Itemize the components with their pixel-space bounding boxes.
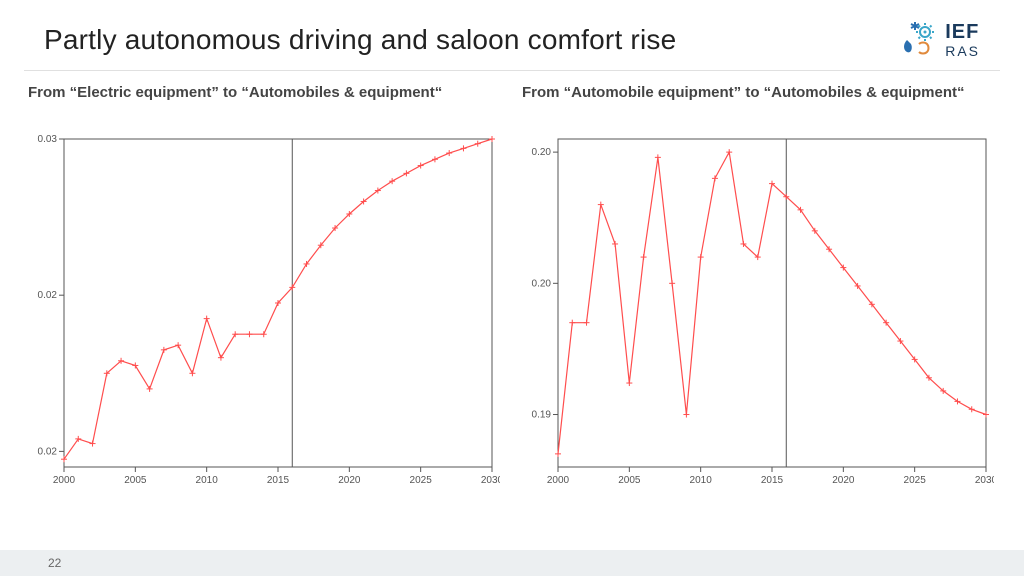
footer-bar: 22 — [0, 550, 1024, 576]
chart-right-col: From “Automobile equipment” to “Automobi… — [518, 81, 1000, 491]
svg-text:2015: 2015 — [267, 475, 290, 486]
chart-left-subtitle: From “Electric equipment” to “Automobile… — [24, 81, 506, 131]
chart-left-col: From “Electric equipment” to “Automobile… — [24, 81, 506, 491]
svg-text:0.02: 0.02 — [38, 446, 58, 457]
svg-text:2025: 2025 — [904, 475, 927, 486]
chart-right-plot: 2000 2005 2010 2015 2020 2025 2030 0.19 0.20 0.20 — [518, 131, 1000, 491]
logo-text: IEF RAS — [945, 22, 980, 58]
svg-text:0.19: 0.19 — [532, 410, 552, 421]
page-number: 22 — [48, 556, 61, 570]
logo: IEF RAS — [893, 18, 980, 62]
svg-text:0.03: 0.03 — [38, 134, 58, 145]
svg-text:2025: 2025 — [410, 475, 433, 486]
logo-ras: RAS — [945, 44, 980, 58]
page-title: Partly autonomous driving and saloon com… — [44, 24, 676, 56]
ief-logo-icon — [893, 18, 937, 62]
svg-text:0.20: 0.20 — [532, 147, 552, 158]
svg-text:2030: 2030 — [481, 475, 500, 486]
charts-row: From “Electric equipment” to “Automobile… — [0, 71, 1024, 491]
svg-text:2010: 2010 — [196, 475, 219, 486]
svg-text:2000: 2000 — [547, 475, 570, 486]
svg-text:2015: 2015 — [761, 475, 784, 486]
chart-right-subtitle: From “Automobile equipment” to “Automobi… — [518, 81, 1000, 131]
svg-text:0.20: 0.20 — [532, 278, 552, 289]
svg-text:2000: 2000 — [53, 475, 76, 486]
svg-text:2020: 2020 — [338, 475, 361, 486]
svg-text:0.02: 0.02 — [38, 290, 58, 301]
svg-text:2005: 2005 — [618, 475, 641, 486]
title-row: Partly autonomous driving and saloon com… — [0, 0, 1024, 70]
logo-ief: IEF — [945, 22, 980, 42]
chart-left-plot: 2000 2005 2010 2015 2020 2025 2030 0.02 0.02 0.03 — [24, 131, 506, 491]
svg-text:2020: 2020 — [832, 475, 855, 486]
svg-text:2010: 2010 — [690, 475, 713, 486]
svg-text:2030: 2030 — [975, 475, 994, 486]
svg-text:2005: 2005 — [124, 475, 147, 486]
